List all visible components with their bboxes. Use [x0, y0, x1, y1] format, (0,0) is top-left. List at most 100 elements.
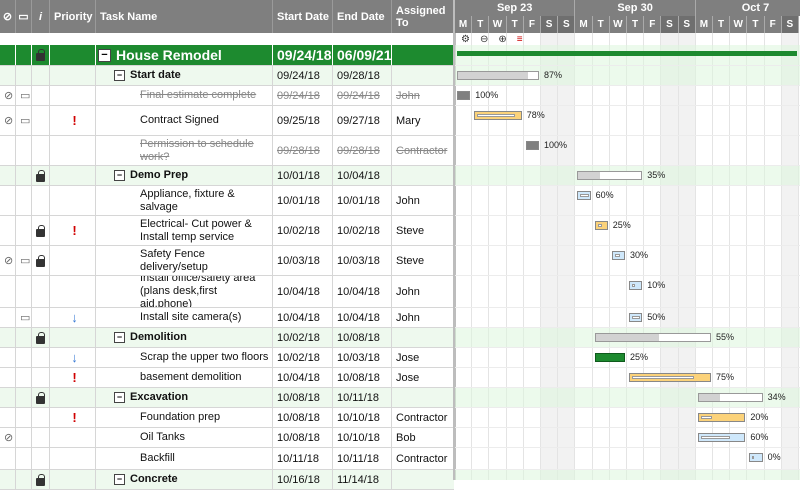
attach-cell[interactable]	[0, 66, 16, 85]
priority-cell[interactable]: ↓	[50, 308, 96, 327]
collapse-toggle-icon[interactable]: −	[114, 70, 125, 81]
gantt-bar[interactable]	[457, 91, 471, 100]
task-row[interactable]: ▭ ↓ Install site camera(s) 10/04/18 10/04/18…	[0, 308, 454, 328]
priority-cell[interactable]	[50, 246, 96, 275]
task-row[interactable]: Permission to schedule work? 09/28/18 09/2…	[0, 136, 454, 166]
attach-cell[interactable]: ⊘	[0, 106, 16, 135]
pane-divider[interactable]	[453, 0, 456, 480]
task-row[interactable]: ↓ Scrap the upper two floors 10/02/18 10/03…	[0, 348, 454, 368]
task-row[interactable]: − Concrete 10/16/18 11/14/18	[0, 470, 454, 490]
start-date-cell[interactable]: 10/08/18	[273, 428, 333, 447]
comment-icon[interactable]: ▭	[20, 115, 31, 127]
assigned-to-cell[interactable]	[392, 328, 454, 347]
end-date-cell[interactable]: 10/04/18	[333, 308, 392, 327]
gantt-bar[interactable]	[577, 171, 643, 180]
attach-cell[interactable]	[0, 328, 16, 347]
col-start-date-header[interactable]: Start Date	[273, 0, 333, 33]
task-row[interactable]: Appliance, fixture & salvage 10/01/18 10/0…	[0, 186, 454, 216]
task-name-cell[interactable]: Install office/safety area (plans desk,f…	[96, 276, 273, 307]
end-date-cell[interactable]: 09/28/18	[333, 136, 392, 165]
task-row[interactable]: ⊘ Oil Tanks 10/08/18 10/10/18 Bob	[0, 428, 454, 448]
col-priority-header[interactable]: Priority	[50, 0, 96, 33]
end-date-cell[interactable]: 10/08/18	[333, 368, 392, 387]
col-info-header[interactable]: i	[32, 0, 50, 33]
priority-cell[interactable]	[50, 86, 96, 105]
comment-icon[interactable]: ▭	[20, 312, 31, 324]
start-date-cell[interactable]: 10/11/18	[273, 448, 333, 469]
priority-cell[interactable]	[50, 428, 96, 447]
attach-cell[interactable]	[0, 136, 16, 165]
gantt-bar[interactable]	[594, 221, 608, 230]
start-date-cell[interactable]: 10/04/18	[273, 308, 333, 327]
assigned-to-cell[interactable]: Contractor	[392, 136, 454, 165]
end-date-cell[interactable]: 10/02/18	[333, 216, 392, 245]
comment-cell[interactable]: ▭	[16, 246, 32, 275]
task-name-cell[interactable]: Foundation prep	[96, 408, 273, 427]
attach-cell[interactable]	[0, 408, 16, 427]
comment-cell[interactable]	[16, 388, 32, 407]
start-date-cell[interactable]: 09/28/18	[273, 136, 333, 165]
task-name-cell[interactable]: basement demolition	[96, 368, 273, 387]
comment-cell[interactable]: ▭	[16, 86, 32, 105]
paperclip-icon[interactable]: ⊘	[4, 432, 14, 444]
paperclip-icon[interactable]: ⊘	[4, 115, 14, 127]
attach-cell[interactable]	[0, 388, 16, 407]
task-row[interactable]: − Demo Prep 10/01/18 10/04/18	[0, 166, 454, 186]
start-date-cell[interactable]: 10/02/18	[273, 348, 333, 367]
priority-cell[interactable]	[50, 388, 96, 407]
gantt-bar[interactable]	[577, 191, 591, 200]
comment-cell[interactable]	[16, 66, 32, 85]
comment-icon[interactable]: ▭	[20, 255, 31, 267]
assigned-to-cell[interactable]	[392, 166, 454, 185]
task-name-cell[interactable]: Scrap the upper two floors	[96, 348, 273, 367]
gantt-bar[interactable]	[525, 141, 539, 150]
comment-cell[interactable]	[16, 136, 32, 165]
collapse-toggle-icon[interactable]: −	[98, 48, 111, 62]
task-row[interactable]: ! Foundation prep 10/08/18 10/10/18 Contract…	[0, 408, 454, 428]
task-name-cell[interactable]: Install site camera(s)	[96, 308, 273, 327]
assigned-to-cell[interactable]: Contractor	[392, 408, 454, 427]
end-date-cell[interactable]: 10/08/18	[333, 328, 392, 347]
task-row[interactable]: Backfill 10/11/18 10/11/18 Contractor	[0, 448, 454, 470]
assigned-to-cell[interactable]: John	[392, 308, 454, 327]
collapse-toggle-icon[interactable]: −	[114, 332, 125, 343]
assigned-to-cell[interactable]: Steve	[392, 246, 454, 275]
task-name-cell[interactable]: Electrical- Cut power & Install temp ser…	[96, 216, 273, 245]
task-name-cell[interactable]: − House Remodel	[96, 45, 273, 65]
assigned-to-cell[interactable]	[392, 66, 454, 85]
start-date-cell[interactable]: 09/24/18	[273, 86, 333, 105]
start-date-cell[interactable]: 09/24/18	[273, 45, 333, 65]
priority-cell[interactable]	[50, 186, 96, 215]
task-row[interactable]: ⊘ ▭! Contract Signed 09/25/18 09/27/18 Mary	[0, 106, 454, 136]
priority-cell[interactable]	[50, 66, 96, 85]
comment-cell[interactable]	[16, 276, 32, 307]
task-row[interactable]: Install office/safety area (plans desk,f…	[0, 276, 454, 308]
end-date-cell[interactable]: 10/03/18	[333, 348, 392, 367]
end-date-cell[interactable]: 10/10/18	[333, 408, 392, 427]
end-date-cell[interactable]: 10/01/18	[333, 186, 392, 215]
gantt-bar[interactable]	[629, 281, 643, 290]
end-date-cell[interactable]: 10/11/18	[333, 448, 392, 469]
assigned-to-cell[interactable]	[392, 388, 454, 407]
assigned-to-cell[interactable]	[392, 45, 454, 65]
task-row[interactable]: − House Remodel 09/24/18 06/09/21	[0, 45, 454, 66]
end-date-cell[interactable]: 09/27/18	[333, 106, 392, 135]
end-date-cell[interactable]: 06/09/21	[333, 45, 392, 65]
gantt-bar[interactable]	[457, 71, 539, 80]
priority-cell[interactable]	[50, 45, 96, 65]
collapse-toggle-icon[interactable]: −	[114, 170, 125, 181]
start-date-cell[interactable]: 09/24/18	[273, 66, 333, 85]
end-date-cell[interactable]: 10/04/18	[333, 276, 392, 307]
attach-cell[interactable]	[0, 348, 16, 367]
assigned-to-cell[interactable]: Mary	[392, 106, 454, 135]
end-date-cell[interactable]: 10/04/18	[333, 166, 392, 185]
priority-cell[interactable]: !	[50, 106, 96, 135]
comment-cell[interactable]	[16, 45, 32, 65]
attach-cell[interactable]: ⊘	[0, 246, 16, 275]
gantt-bar[interactable]	[629, 373, 711, 382]
assigned-to-cell[interactable]: John	[392, 86, 454, 105]
col-end-date-header[interactable]: End Date	[333, 0, 392, 33]
comment-cell[interactable]	[16, 216, 32, 245]
start-date-cell[interactable]: 10/01/18	[273, 166, 333, 185]
task-row[interactable]: − Demolition 10/02/18 10/08/18	[0, 328, 454, 348]
